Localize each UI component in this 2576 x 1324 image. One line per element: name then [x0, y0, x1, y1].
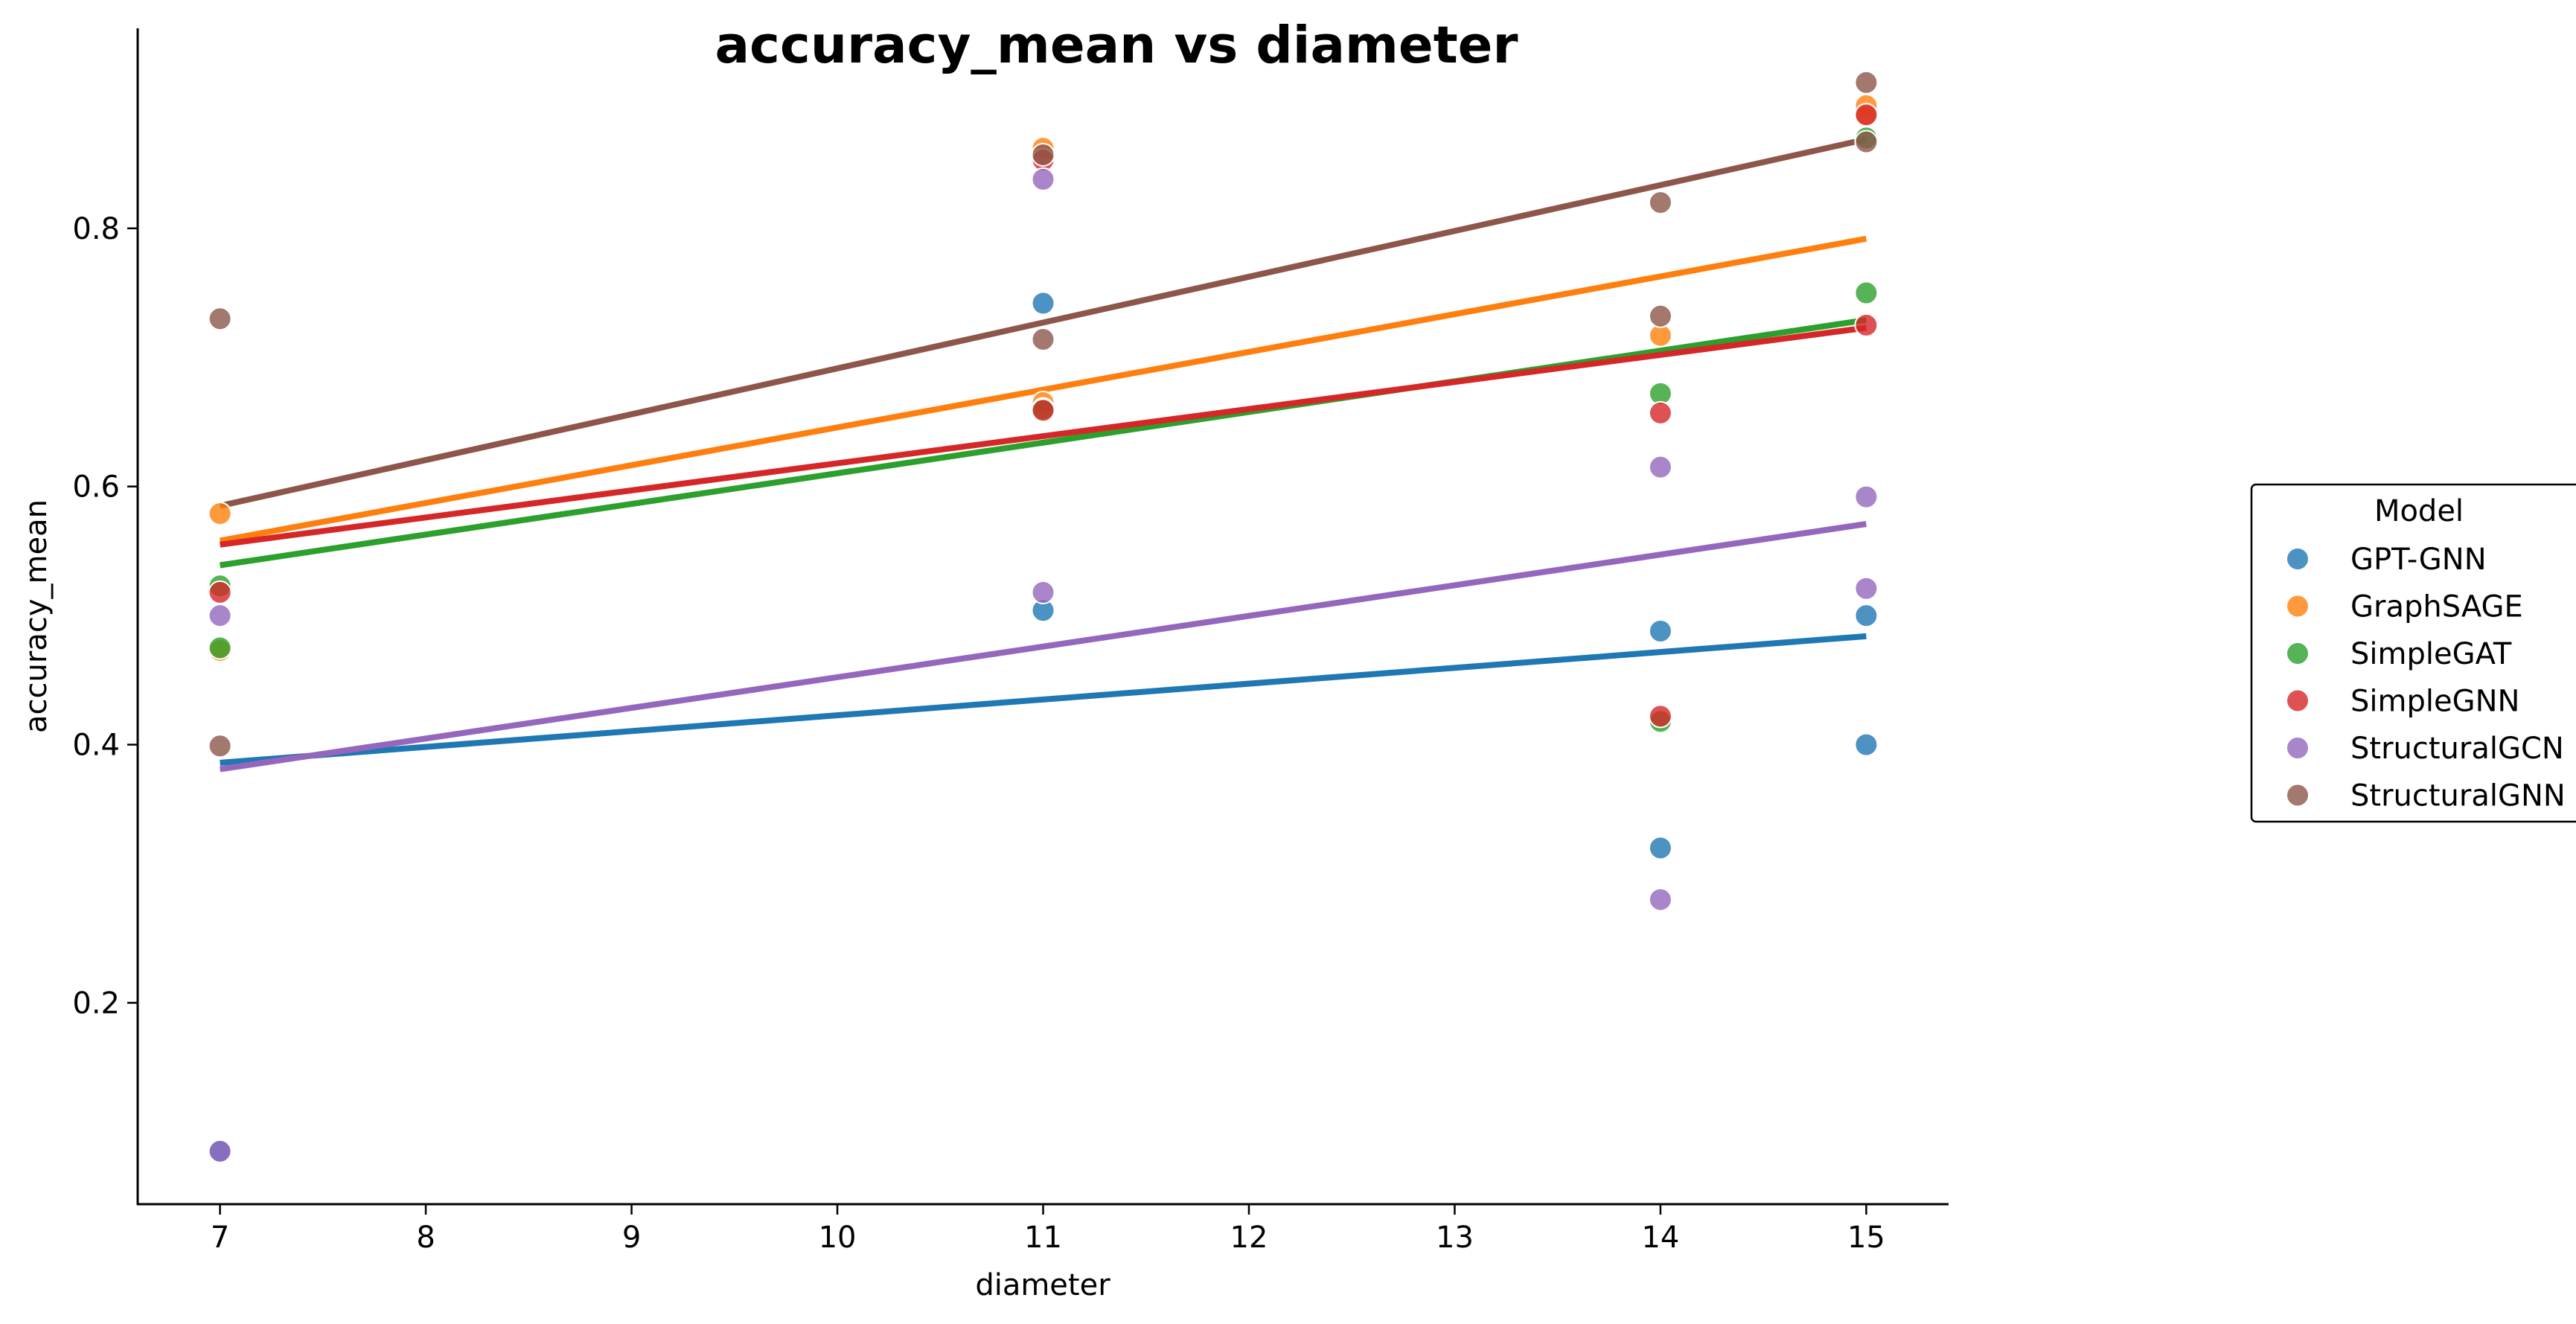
- data-point: [1854, 281, 1879, 305]
- data-point: [1031, 327, 1055, 351]
- legend: Model GPT-GNN GraphSAGE SimpleGAT SimpleGNN…: [2250, 483, 2576, 823]
- x-tick-label: 12: [1230, 1221, 1268, 1255]
- x-tick-label: 9: [622, 1221, 641, 1255]
- data-point: [1854, 129, 1879, 154]
- legend-frame: [2250, 483, 2576, 823]
- data-point: [1648, 704, 1672, 729]
- data-point: [1648, 887, 1672, 912]
- x-tick-label: 7: [211, 1221, 229, 1255]
- x-tick-label: 14: [1641, 1221, 1679, 1255]
- data-point: [1031, 398, 1055, 423]
- data-point: [208, 502, 232, 526]
- legend-marker: [2286, 736, 2310, 760]
- legend-label: GPT-GNN: [2350, 543, 2487, 577]
- y-tick-label: 0.2: [72, 986, 120, 1020]
- data-point: [208, 580, 232, 604]
- y-tick-label: 0.8: [72, 212, 120, 246]
- data-point: [1031, 142, 1055, 167]
- legend-marker: [2286, 547, 2310, 571]
- data-point: [1648, 836, 1672, 860]
- legend-label: SimpleGNN: [2350, 685, 2519, 719]
- trend-line: [220, 317, 1867, 569]
- data-point: [1854, 103, 1879, 127]
- data-point: [1031, 167, 1055, 191]
- trend-lines: [219, 136, 1867, 773]
- axes: 7 8 9 10 11 12 13 14 15 0.2 0.4 0.6 0.8: [72, 28, 1949, 1255]
- data-point: [208, 307, 232, 331]
- legend-marker: [2286, 594, 2310, 618]
- data-point: [1648, 191, 1672, 215]
- data-point: [208, 636, 232, 660]
- data-point: [1854, 604, 1879, 628]
- data-point: [1648, 400, 1672, 425]
- legend-marker: [2286, 642, 2310, 665]
- x-tick-label: 8: [416, 1221, 435, 1255]
- legend-marker: [2286, 688, 2310, 713]
- legend-label: SimpleGAT: [2350, 637, 2512, 671]
- legend-title: Model: [2374, 494, 2464, 528]
- chart-title: accuracy_mean vs diameter: [715, 16, 1518, 75]
- data-point: [208, 734, 232, 758]
- x-tick-label: 15: [1847, 1221, 1885, 1255]
- legend-marker: [2286, 783, 2310, 807]
- x-tick-label: 13: [1436, 1221, 1474, 1255]
- trend-line: [219, 136, 1867, 509]
- x-tick-label: 11: [1024, 1221, 1062, 1255]
- y-tick-label: 0.6: [72, 470, 120, 505]
- data-point: [1648, 618, 1672, 643]
- x-ticks: 7 8 9 10 11 12 13 14 15: [211, 1204, 1885, 1255]
- data-point: [1854, 576, 1879, 601]
- trend-line: [219, 235, 1867, 544]
- data-point: [1854, 70, 1879, 95]
- plot-area: [208, 70, 1879, 1163]
- data-point: [1648, 455, 1672, 479]
- data-point: [1854, 732, 1879, 757]
- data-point: [1648, 304, 1672, 328]
- data-point: [1854, 484, 1879, 509]
- y-tick-label: 0.4: [72, 729, 120, 763]
- y-axis-label: accuracy_mean: [19, 499, 54, 733]
- y-ticks: 0.2 0.4 0.6 0.8: [72, 212, 138, 1020]
- legend-label: GraphSAGE: [2350, 590, 2523, 624]
- x-tick-label: 10: [819, 1221, 857, 1255]
- trend-line: [220, 633, 1867, 766]
- x-axis-label: diameter: [975, 1268, 1110, 1302]
- trend-line: [220, 521, 1867, 773]
- trend-line: [220, 324, 1867, 548]
- data-point: [1854, 313, 1879, 337]
- data-points: [208, 70, 1879, 1163]
- legend-items: GPT-GNN GraphSAGE SimpleGAT SimpleGNN Struct…: [2286, 543, 2566, 813]
- data-point: [208, 604, 232, 628]
- legend-label: StructuralGCN: [2350, 732, 2564, 766]
- data-point: [208, 1139, 232, 1163]
- data-point: [1031, 291, 1055, 316]
- data-point: [1031, 580, 1055, 604]
- legend-label: StructuralGNN: [2350, 779, 2566, 813]
